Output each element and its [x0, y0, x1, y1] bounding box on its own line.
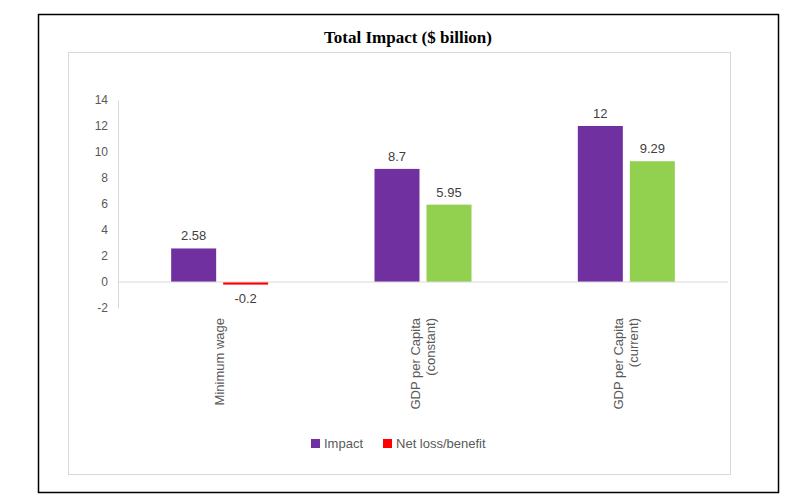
data-label: -0.2: [234, 291, 256, 306]
x-tick: Minimum wage: [212, 318, 227, 405]
legend: Impact Net loss/benefit: [311, 436, 486, 451]
y-tick: 14: [95, 93, 118, 107]
data-label: 2.58: [181, 228, 206, 243]
x-tick-label: GDP per Capita(constant): [408, 317, 438, 409]
title: Total Impact ($ billion): [324, 28, 492, 47]
y-tick: 4: [101, 223, 118, 237]
legend-label: Impact: [324, 436, 363, 451]
x-tick: GDP per Capita(constant): [408, 317, 438, 409]
outer-frame: [39, 15, 779, 493]
bar: [630, 161, 675, 282]
y-tick: 8: [101, 171, 118, 185]
bars: [171, 126, 675, 285]
y-tick: 10: [95, 145, 118, 159]
y-tick-label: 8: [101, 171, 108, 185]
legend-item: Net loss/benefit: [383, 436, 486, 451]
bar: [171, 248, 216, 282]
zero-line: [118, 282, 728, 283]
bar: [427, 205, 472, 282]
y-axis-line: [118, 101, 119, 309]
data-label: 12: [593, 106, 607, 121]
legend-swatch: [311, 439, 320, 448]
inner-frame: [69, 53, 731, 475]
y-tick-label: 4: [101, 223, 108, 237]
y-tick-label: 14: [95, 93, 109, 107]
data-labels: 2.58 8.7 12 -0.2 5.95 9.29: [181, 106, 665, 306]
x-axis: Minimum wage GDP per Capita(constant) GDP …: [212, 317, 641, 409]
legend-swatch: [383, 439, 392, 448]
y-tick-label: 0: [101, 275, 108, 289]
bar: [578, 126, 623, 282]
y-tick: 0: [101, 275, 118, 289]
y-tick: -2: [97, 301, 118, 315]
y-tick: 6: [101, 197, 118, 211]
y-tick-label: 6: [101, 197, 108, 211]
x-tick-label: Minimum wage: [212, 318, 227, 405]
legend-item: Impact: [311, 436, 363, 451]
y-tick: 12: [95, 119, 118, 133]
y-axis: -2 0 2 4 6 8 10 12 14: [95, 93, 119, 315]
data-label: 8.7: [388, 149, 406, 164]
data-label: 5.95: [436, 185, 461, 200]
x-tick: GDP per Capita(current): [611, 317, 641, 409]
x-tick-label: GDP per Capita(current): [611, 317, 641, 409]
y-tick-label: -2: [97, 301, 108, 315]
y-tick-label: 2: [101, 249, 108, 263]
y-tick-label: 10: [95, 145, 109, 159]
bar: [375, 169, 420, 282]
y-tick-label: 12: [95, 119, 109, 133]
data-label: 9.29: [640, 141, 665, 156]
y-tick: 2: [101, 249, 118, 263]
legend-label: Net loss/benefit: [396, 436, 486, 451]
